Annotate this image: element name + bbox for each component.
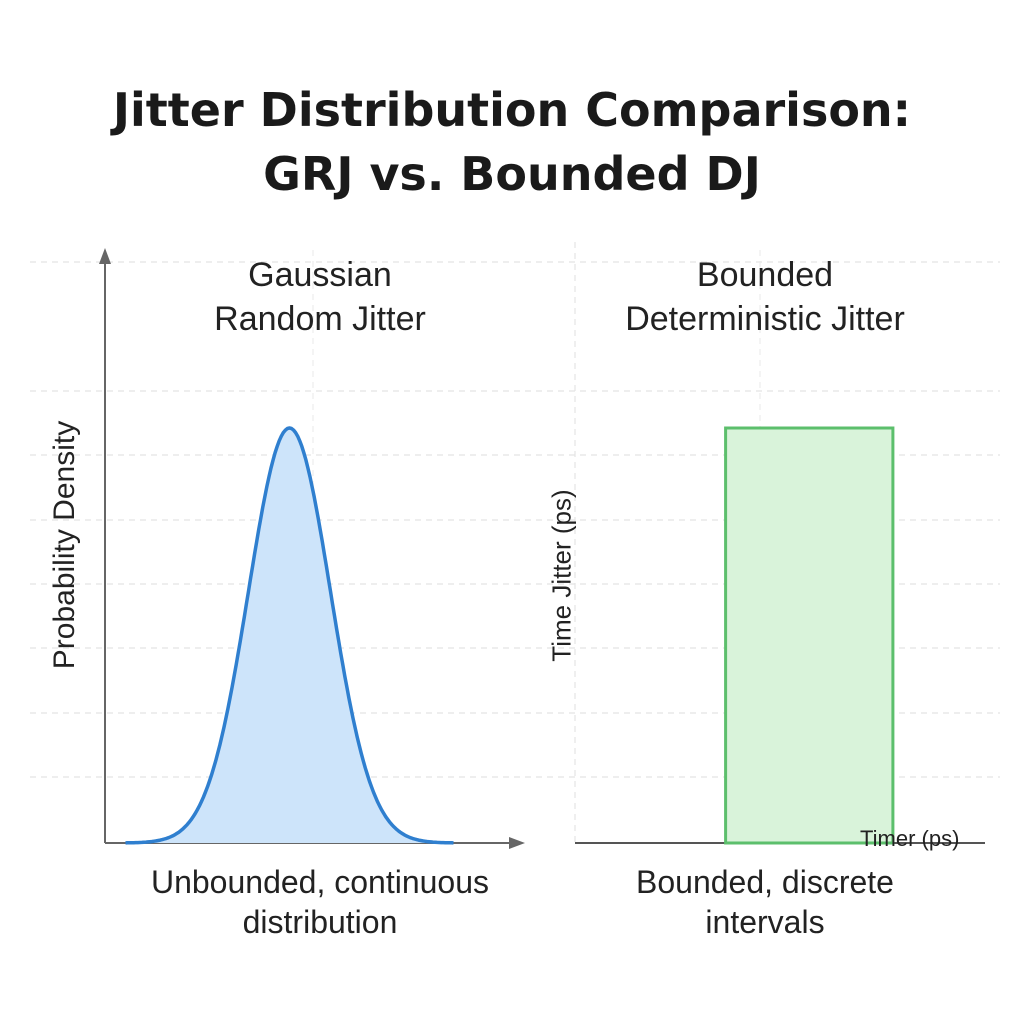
gaussian-title-line-1: Gaussian [248, 256, 392, 294]
bounded-panel-title: Bounded Deterministic Jitter [580, 253, 950, 341]
gaussian-x-axis-arrow [509, 837, 525, 849]
chart-title-line-2: GRJ vs. Bounded DJ [263, 147, 761, 201]
chart-title: Jitter Distribution Comparison: GRJ vs. … [0, 78, 1024, 206]
gaussian-caption-line-2: distribution [242, 904, 398, 940]
bounded-caption-line-2: intervals [705, 904, 825, 940]
chart-title-line-1: Jitter Distribution Comparison: [112, 83, 912, 137]
gaussian-panel [99, 248, 525, 849]
bounded-x-axis-label: Timer (ps) [860, 826, 960, 851]
bounded-title-line-2: Deterministic Jitter [625, 300, 905, 338]
bounded-caption: Bounded, discrete intervals [580, 862, 950, 942]
bounded-jitter-bar [724, 426, 895, 845]
gaussian-y-axis-label: Probability Density [48, 420, 81, 670]
bounded-y-axis-label: Time Jitter (ps) [546, 489, 577, 662]
gaussian-y-axis-arrow [99, 248, 111, 264]
gaussian-area-fill [125, 428, 454, 843]
bounded-panel [575, 426, 985, 845]
gaussian-caption: Unbounded, continuous distribution [90, 862, 550, 942]
bounded-title-line-1: Bounded [696, 256, 834, 294]
gaussian-title-line-2: Random Jitter [214, 300, 426, 338]
bounded-caption-line-1: Bounded, discrete [636, 864, 894, 900]
gaussian-curve [125, 426, 454, 845]
gaussian-panel-title: Gaussian Random Jitter [150, 253, 490, 341]
gaussian-caption-line-1: Unbounded, continuous [150, 864, 490, 900]
